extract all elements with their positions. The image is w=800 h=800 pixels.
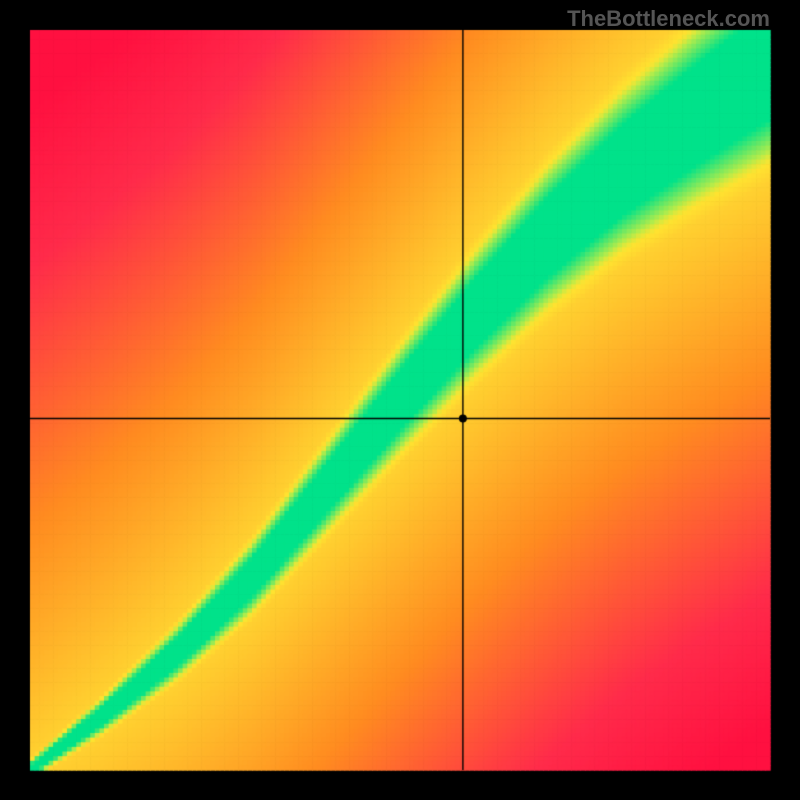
watermark-text: TheBottleneck.com — [567, 6, 770, 32]
chart-container: TheBottleneck.com — [0, 0, 800, 800]
bottleneck-heatmap — [0, 0, 800, 800]
